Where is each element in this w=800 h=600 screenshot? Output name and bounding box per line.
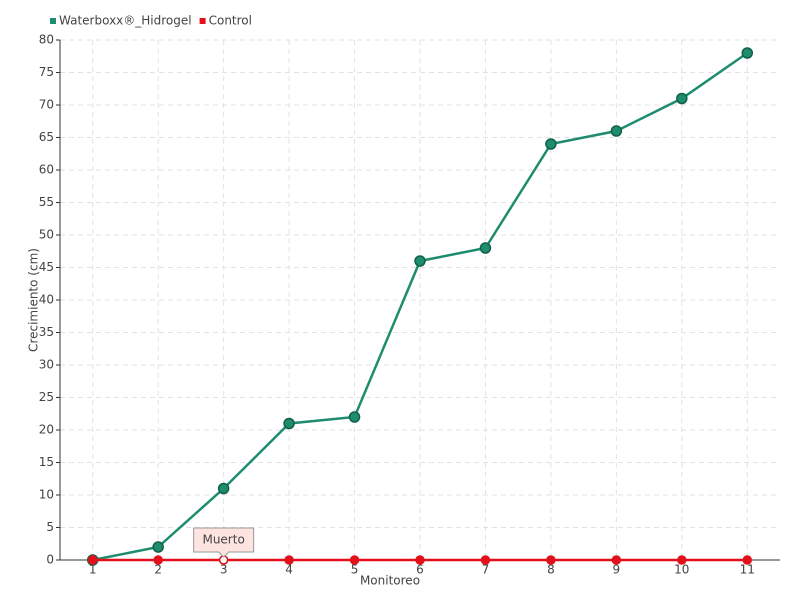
data-point [284,555,294,565]
data-point [480,555,491,565]
x-tick-label: 8 [547,563,555,577]
y-tick-label: 55 [39,195,54,209]
data-point [545,138,557,150]
x-tick-label: 9 [613,563,621,577]
y-tick-label: 40 [39,293,54,307]
x-tick-label: 10 [674,563,689,577]
x-tick-label: 6 [416,563,424,577]
x-tick-label: 11 [740,563,755,577]
y-tick-label: 80 [39,33,54,47]
legend-label: Waterboxx®_Hidrogel [59,14,192,28]
y-tick-label: 45 [39,260,54,274]
legend-swatch [199,18,206,24]
annotation: Muerto [193,527,255,558]
y-tick-label: 15 [39,455,54,469]
data-point [741,47,754,59]
y-tick-label: 10 [39,488,54,502]
data-point [152,541,164,553]
y-tick-label: 5 [46,520,54,534]
x-tick-label: 3 [220,563,228,577]
annotation-text: Muerto [202,533,244,547]
data-point [676,92,688,105]
y-tick-label: 25 [39,390,54,404]
data-point [153,555,163,565]
data-point [283,417,295,430]
x-tick-label: 5 [351,563,359,577]
legend-label: Control [209,14,252,28]
x-axis-label: Monitoreo [360,574,420,588]
y-tick-label: 35 [39,325,54,339]
data-point [611,555,622,565]
x-tick-label: 7 [482,563,490,577]
y-tick-label: 65 [39,130,54,144]
y-tick-label: 20 [39,423,54,437]
data-point [349,555,360,565]
data-point [546,555,556,565]
data-point [415,555,425,565]
data-point [414,255,426,267]
x-tick-label: 4 [285,563,293,577]
data-point [610,125,623,137]
y-tick-label: 0 [46,553,54,567]
x-tick-label: 1 [89,563,97,577]
data-point [348,411,361,423]
y-tick-label: 50 [39,228,54,242]
y-tick-label: 70 [39,98,54,112]
data-point [742,555,753,565]
data-point [217,482,230,495]
data-point [677,555,687,565]
y-tick-label: 60 [39,163,54,177]
x-tick-label: 2 [154,563,162,577]
y-axis-label: Crecimiento (cm) [27,248,41,352]
y-tick-label: 30 [39,358,54,372]
data-point [479,242,492,254]
y-tick-label: 75 [39,65,54,79]
annotation-box [193,527,255,558]
data-point [87,555,98,565]
legend-swatch [50,18,56,24]
